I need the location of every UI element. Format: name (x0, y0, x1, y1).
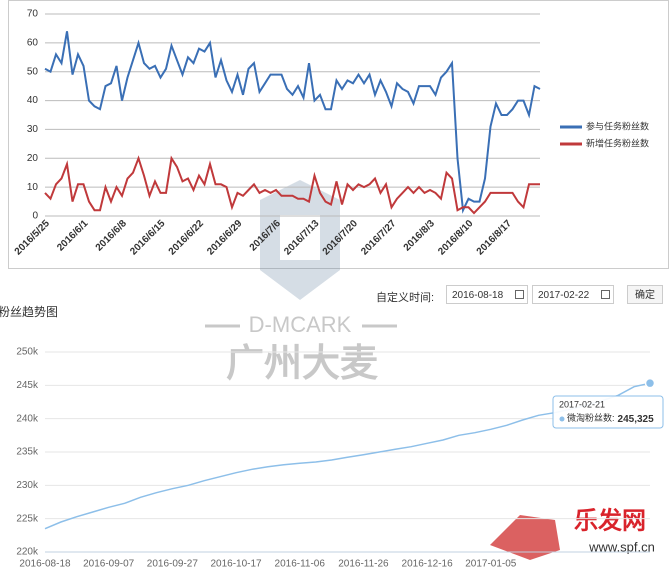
x-tick-label: 2016/6/15 (128, 218, 168, 258)
watermark: www.spf.cn (588, 539, 655, 554)
y-tick-label: 225k (16, 513, 39, 524)
series-line (44, 155, 540, 215)
confirm-button[interactable]: 确定 (627, 285, 663, 304)
y-tick-label: 40 (27, 95, 39, 106)
calendar-icon (601, 290, 610, 299)
x-tick-label: 2016/8/3 (402, 218, 438, 254)
watermark-logo (260, 180, 340, 300)
y-tick-label: 245k (16, 380, 39, 391)
watermark-logo (490, 515, 560, 560)
x-tick-label: 2016/8/10 (436, 218, 476, 258)
tooltip-name: 微淘粉丝数: (567, 412, 615, 423)
date-text: 2016-08-18 (452, 290, 504, 301)
section-title: 粉丝趋势图 (0, 305, 59, 319)
x-tick-label: 2016/6/1 (55, 218, 91, 254)
x-tick-label: 2016-11-06 (275, 559, 326, 570)
tooltip-date: 2017-02-21 (559, 399, 605, 409)
calendar-icon (515, 290, 524, 299)
y-tick-label: 235k (16, 447, 39, 458)
y-tick-label: 50 (27, 66, 39, 77)
x-tick-label: 2016-09-07 (83, 559, 135, 570)
y-tick-label: 30 (27, 124, 39, 135)
x-tick-label: 2016/7/27 (359, 218, 399, 258)
tooltip-dot (559, 416, 565, 422)
y-tick-label: 0 (32, 211, 38, 222)
x-tick-label: 2017-01-05 (465, 559, 517, 570)
y-tick-label: 220k (16, 547, 39, 558)
date-text: 2017-02-22 (538, 290, 590, 301)
legend-label: 新增任务粉丝数 (586, 137, 649, 148)
series-line (44, 31, 541, 214)
x-tick-label: 2016/5/25 (13, 218, 53, 258)
y-tick-label: 250k (16, 347, 39, 358)
watermark: D-MCARK (249, 312, 352, 337)
highlight-point (644, 377, 656, 389)
date-input[interactable]: 2017-02-22 (532, 285, 614, 304)
x-tick-label: 2016/8/17 (475, 218, 515, 258)
date-input[interactable]: 2016-08-18 (446, 285, 528, 304)
legend-label: 参与任务粉丝数 (586, 120, 649, 131)
watermark: 乐发网 (574, 506, 646, 534)
y-tick-label: 240k (16, 413, 39, 424)
x-tick-label: 2016/6/8 (94, 218, 130, 254)
y-tick-label: 60 (27, 37, 39, 48)
y-tick-label: 70 (27, 9, 39, 20)
time-label: 自定义时间: (376, 292, 435, 304)
series-line (44, 382, 651, 530)
tooltip-text: 微淘粉丝数: 245,325 (567, 412, 654, 424)
x-tick-label: 2016-08-18 (19, 559, 71, 570)
x-tick-label: 2016/6/22 (167, 218, 207, 258)
x-tick-label: 2016/6/29 (205, 218, 245, 258)
y-tick-label: 10 (27, 182, 39, 193)
tooltip-value: 245,325 (618, 414, 655, 425)
y-tick-label: 230k (16, 480, 39, 491)
chart-frame (8, 0, 669, 269)
x-tick-label: 2016-10-17 (210, 559, 262, 570)
tooltip-box (552, 395, 664, 429)
x-tick-label: 2016-09-27 (147, 559, 199, 570)
y-tick-label: 20 (27, 153, 39, 164)
x-tick-label: 2016-12-16 (402, 559, 454, 570)
x-tick-label: 2016-11-26 (338, 559, 389, 570)
watermark: 广州大麦 (226, 343, 378, 385)
